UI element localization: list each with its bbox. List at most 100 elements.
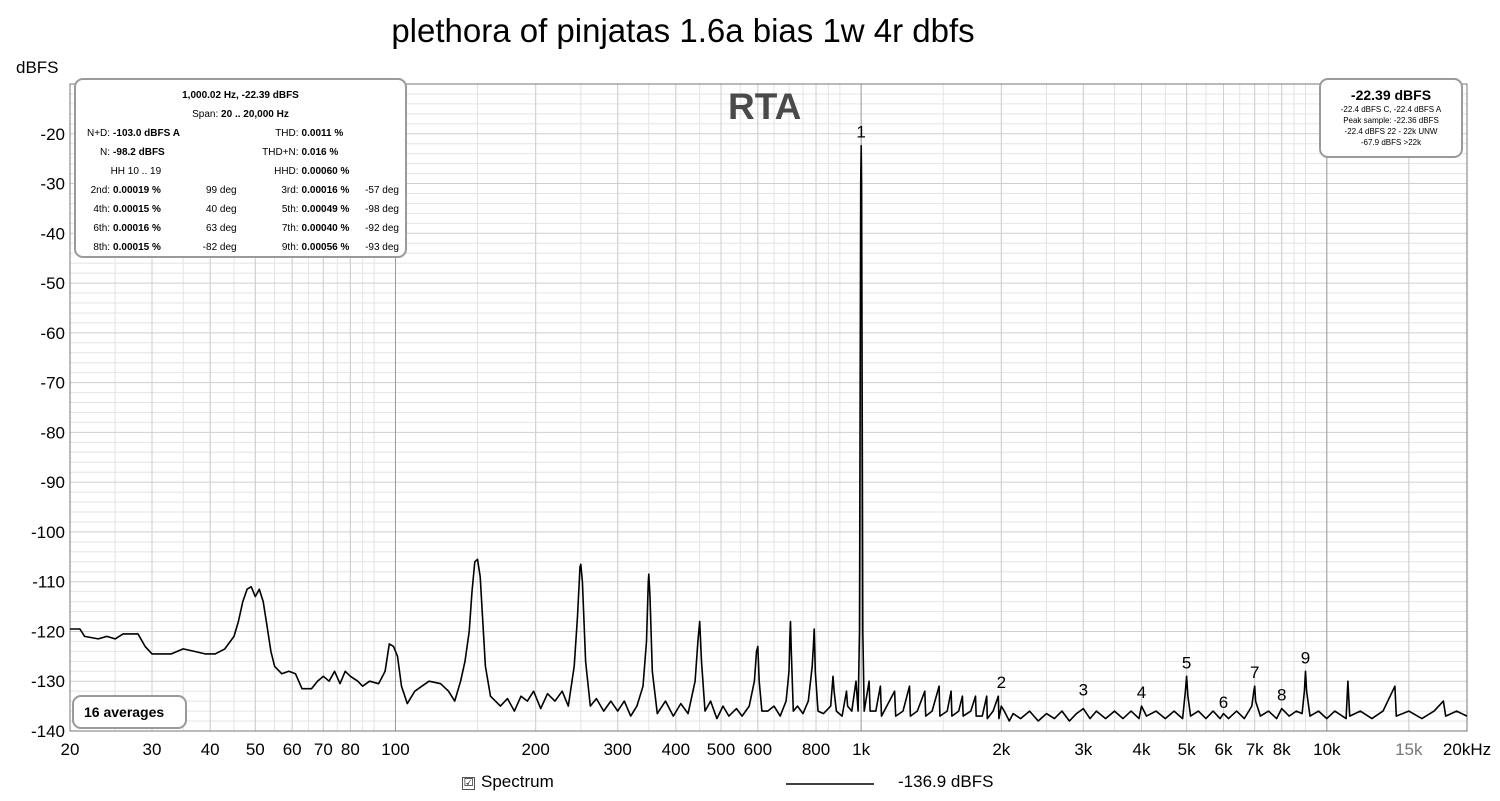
table-row: N: -98.2 dBFS THD+N: 0.016 % — [82, 143, 399, 162]
distortion-table: N+D: -103.0 dBFS A THD: 0.0011 % N: -98.… — [82, 124, 399, 257]
y-tick-label: -60 — [40, 324, 65, 343]
x-tick-label: 100 — [381, 740, 409, 759]
y-tick-label: -50 — [40, 274, 65, 293]
averages-badge: 16 averages — [72, 695, 187, 729]
harmonic-marker-label: 7 — [1250, 663, 1259, 682]
x-tick-label: 60 — [283, 740, 302, 759]
harmonic-label: 6th: — [93, 223, 111, 234]
spectrum-checkbox[interactable]: ☑ — [462, 777, 475, 790]
level-line: -67.9 dBFS >22k — [1360, 138, 1422, 147]
n-label: N: — [100, 147, 111, 158]
hh-label: HH 10 .. 19 — [110, 166, 162, 177]
x-tick-label: 70 — [314, 740, 333, 759]
harmonic-value: 0.00040 % — [301, 223, 350, 234]
info-box-header: 1,000.02 Hz, -22.39 dBFS — [182, 90, 299, 101]
level-line: Peak sample: -22.36 dBFS — [1343, 116, 1439, 125]
harmonic-value: 0.00015 % — [113, 242, 161, 253]
y-tick-label: -100 — [31, 523, 65, 542]
x-tick-label: 50 — [246, 740, 265, 759]
harmonic-value: 0.00019 % — [113, 185, 161, 196]
harmonic-value: 0.00016 % — [113, 223, 161, 234]
x-tick-label: 80 — [341, 740, 360, 759]
n-value: -98.2 dBFS — [113, 147, 165, 158]
x-tick-label: 300 — [603, 740, 631, 759]
thdn-label: THD+N: — [262, 147, 299, 158]
harmonic-marker-label: 2 — [997, 673, 1006, 692]
x-tick-label: 2k — [992, 740, 1010, 759]
level-main: -22.39 dBFS — [1350, 87, 1432, 103]
span-value: 20 .. 20,000 Hz — [221, 109, 289, 120]
harmonic-row: 8th: 0.00015 % -82 deg 9th: 0.00056 % -9… — [82, 238, 399, 257]
harmonic-row: 6th: 0.00016 % 63 deg 7th: 0.00040 % -92… — [82, 219, 399, 238]
harmonic-phase: -57 deg — [365, 185, 399, 196]
legend-spectrum[interactable]: ☑ Spectrum — [462, 772, 554, 792]
legend-value-label: -136.9 dBFS — [898, 772, 994, 791]
y-tick-label: -120 — [31, 622, 65, 641]
y-tick-label: -70 — [40, 374, 65, 393]
harmonic-row: 2nd: 0.00019 % 99 deg 3rd: 0.00016 % -57… — [82, 181, 399, 200]
harmonic-label: 4th: — [93, 204, 111, 215]
span-label: Span: — [192, 109, 219, 120]
harmonic-label: 3rd: — [281, 185, 299, 196]
x-tick-label: 20kHz — [1443, 740, 1491, 759]
x-tick-label: 7k — [1246, 740, 1264, 759]
span-row: Span: 20 .. 20,000 Hz — [82, 105, 399, 124]
chart-title: plethora of pinjatas 1.6a bias 1w 4r dbf… — [391, 12, 975, 49]
x-tick-label: 800 — [802, 740, 830, 759]
harmonic-value: 0.00056 % — [301, 242, 350, 253]
level-info-box: -22.39 dBFS -22.4 dBFS C, -22.4 dBFS A P… — [1319, 78, 1463, 158]
thd-label: THD: — [275, 128, 299, 139]
rta-label: RTA — [728, 86, 802, 127]
harmonic-label: 2nd: — [90, 185, 111, 196]
x-tick-label: 600 — [744, 740, 772, 759]
harmonic-marker-label: 8 — [1277, 686, 1286, 705]
thd-value: 0.0011 % — [301, 128, 344, 139]
harmonic-marker-label: 5 — [1182, 653, 1191, 672]
y-tick-label: -40 — [40, 224, 65, 243]
y-axis-unit-label: dBFS — [16, 58, 59, 77]
legend-line-swatch — [786, 782, 874, 785]
harmonic-phase: -82 deg — [202, 242, 237, 253]
harmonic-label: 5th: — [281, 204, 299, 215]
harmonic-marker-label: 6 — [1219, 693, 1228, 712]
harmonic-label: 7th: — [281, 223, 299, 234]
level-line: -22.4 dBFS 22 - 22k UNW — [1344, 127, 1438, 136]
y-tick-label: -90 — [40, 473, 65, 492]
harmonic-row: 4th: 0.00015 % 40 deg 5th: 0.00049 % -98… — [82, 200, 399, 219]
harmonic-marker-label: 3 — [1079, 681, 1088, 700]
harmonic-value: 0.00049 % — [301, 204, 350, 215]
harmonic-phase: 63 deg — [206, 223, 237, 234]
distortion-info-box: 1,000.02 Hz, -22.39 dBFS Span: 20 .. 20,… — [74, 78, 407, 258]
harmonic-marker-label: 1 — [856, 123, 865, 142]
x-tick-label: 20 — [61, 740, 80, 759]
x-tick-label: 500 — [707, 740, 735, 759]
x-tick-label: 400 — [662, 740, 690, 759]
hhd-value: 0.00060 % — [301, 166, 350, 177]
thdn-value: 0.016 % — [301, 147, 339, 158]
legend-value: -136.9 dBFS — [786, 772, 993, 792]
x-tick-label: 40 — [201, 740, 220, 759]
x-tick-label: 15k — [1395, 740, 1423, 759]
nd-value: -103.0 dBFS A — [113, 128, 180, 139]
harmonic-phase: -98 deg — [365, 204, 399, 215]
spectrum-trace — [70, 144, 1468, 722]
table-row: N+D: -103.0 dBFS A THD: 0.0011 % — [82, 124, 399, 143]
x-tick-label: 10k — [1313, 740, 1341, 759]
x-tick-label: 1k — [852, 740, 870, 759]
y-tick-label: -80 — [40, 423, 65, 442]
y-tick-label: -130 — [31, 672, 65, 691]
harmonic-value: 0.00015 % — [113, 204, 161, 215]
harmonic-marker-label: 9 — [1301, 648, 1310, 667]
legend-series-label: Spectrum — [481, 772, 554, 791]
x-tick-label: 200 — [521, 740, 549, 759]
hhd-label: HHD: — [274, 166, 299, 177]
y-tick-label: -20 — [40, 125, 65, 144]
table-row: HH 10 .. 19 HHD: 0.00060 % — [82, 162, 399, 181]
harmonic-label: 9th: — [281, 242, 299, 253]
harmonic-phase: -92 deg — [365, 223, 399, 234]
harmonic-value: 0.00016 % — [301, 185, 350, 196]
harmonic-phase: 99 deg — [206, 185, 237, 196]
x-tick-label: 8k — [1273, 740, 1291, 759]
harmonic-phase: 40 deg — [206, 204, 237, 215]
